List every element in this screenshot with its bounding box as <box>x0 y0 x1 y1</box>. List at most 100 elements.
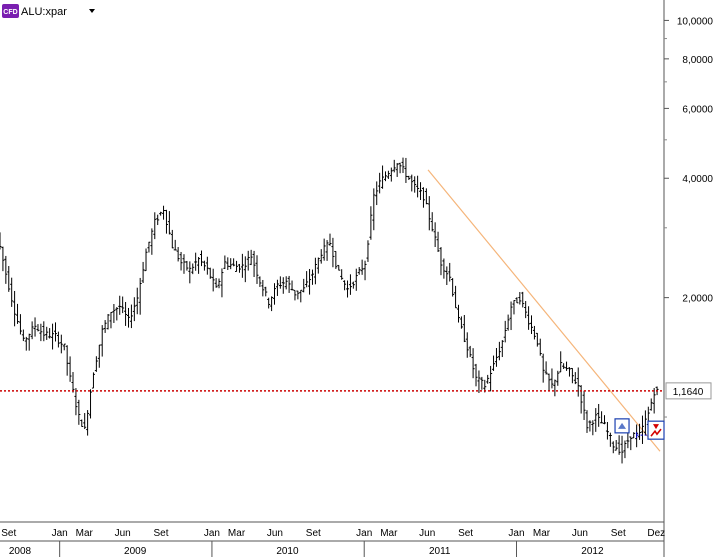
ohlc-bar <box>118 295 122 315</box>
ohlc-bar <box>398 162 402 174</box>
ohlc-bar <box>86 410 90 436</box>
ohlc-bar <box>124 301 128 326</box>
ohlc-bar <box>372 188 376 231</box>
ohlc-bar <box>530 315 534 334</box>
y-tick-label: 2,0000 <box>682 294 713 305</box>
month-tick-label: Jan <box>204 528 220 539</box>
ohlc-bar <box>89 389 93 419</box>
ohlc-bar <box>389 167 393 182</box>
ohlc-bar <box>649 398 653 411</box>
ohlc-bar <box>13 290 17 327</box>
ohlc-bar <box>132 297 136 322</box>
ohlc-bar <box>357 267 361 275</box>
ohlc-bar <box>305 271 309 288</box>
ohlc-bar <box>112 303 116 323</box>
ohlc-bar <box>278 276 282 289</box>
ohlc-bar <box>535 332 539 347</box>
ohlc-bar <box>638 423 642 440</box>
ohlc-bar <box>369 206 373 240</box>
ohlc-bar <box>194 252 198 271</box>
caret-down-icon[interactable] <box>89 9 95 13</box>
ohlc-bar <box>386 170 390 179</box>
ohlc-bar <box>65 345 69 376</box>
year-tick-label: 2008 <box>9 546 32 557</box>
ohlc-bar <box>363 260 367 281</box>
ohlc-bar <box>451 278 455 297</box>
month-tick-label: Set <box>458 528 473 539</box>
trendline[interactable] <box>427 169 661 452</box>
ohlc-bar <box>33 317 37 337</box>
ohlc-bar <box>594 408 598 432</box>
ohlc-bar <box>503 320 507 343</box>
ohlc-bar <box>240 253 244 278</box>
ohlc-bar <box>643 410 647 435</box>
ohlc-bar <box>421 187 425 208</box>
ohlc-bar <box>322 238 326 261</box>
ohlc-bar <box>436 231 440 252</box>
ohlc-bar <box>159 211 163 216</box>
ohlc-bar <box>623 440 627 459</box>
ohlc-bar <box>334 250 338 269</box>
month-tick-label: Mar <box>533 528 551 539</box>
ohlc-bar <box>270 296 274 312</box>
ohlc-bar <box>121 296 125 314</box>
ohlc-bar <box>337 264 341 271</box>
plot-background <box>0 0 664 522</box>
ohlc-bar <box>18 314 22 335</box>
ohlc-bar <box>652 387 656 414</box>
ohlc-bar <box>126 307 130 328</box>
ohlc-bar <box>474 363 478 387</box>
ohlc-bar <box>471 348 475 379</box>
ohlc-bar <box>544 361 548 375</box>
alert-marker-icon[interactable] <box>614 418 630 434</box>
year-tick-label: 2011 <box>429 546 451 557</box>
ohlc-bar <box>299 289 303 303</box>
ohlc-bar <box>597 403 601 427</box>
ohlc-bar <box>454 285 458 309</box>
ohlc-bar <box>223 255 227 269</box>
ohlc-bar <box>591 420 595 436</box>
month-tick-label: Mar <box>380 528 398 539</box>
ohlc-bar <box>255 255 259 284</box>
ohlc-bar <box>576 367 580 397</box>
symbol-selector[interactable]: CFD ALU:xpar <box>2 4 95 18</box>
ohlc-bar <box>310 269 314 285</box>
ohlc-bar <box>518 292 522 305</box>
ohlc-bar <box>30 321 34 340</box>
ohlc-bar <box>45 326 49 340</box>
ohlc-bar <box>4 255 8 284</box>
current-price-label: 1,1640 <box>673 387 704 398</box>
ohlc-bar <box>211 268 215 292</box>
ohlc-bar <box>325 240 329 261</box>
ohlc-bar <box>53 322 57 342</box>
ohlc-bar <box>416 175 420 198</box>
ohlc-bar <box>167 211 171 235</box>
ohlc-bar <box>494 347 498 367</box>
ohlc-bar <box>486 374 490 384</box>
ohlc-bar <box>80 419 84 427</box>
ohlc-bar <box>48 328 52 339</box>
cfd-badge-text: CFD <box>3 9 17 16</box>
ohlc-bar <box>232 258 236 267</box>
year-tick-label: 2012 <box>581 546 604 557</box>
year-tick-label: 2010 <box>276 546 299 557</box>
month-tick-label: Jan <box>52 528 68 539</box>
ohlc-bar <box>562 363 566 370</box>
ohlc-bar <box>433 222 437 248</box>
ohlc-bar <box>565 361 569 371</box>
ohlc-bar <box>480 376 484 390</box>
ohlc-bar <box>217 278 221 289</box>
ohlc-bar <box>395 163 399 177</box>
ohlc-bar <box>109 311 113 329</box>
ohlc-bar <box>459 316 463 329</box>
ohlc-bar <box>197 257 201 274</box>
ohlc-bar <box>448 262 452 282</box>
ohlc-bar <box>383 171 387 182</box>
ohlc-bar <box>401 157 405 173</box>
y-tick-label: 4,0000 <box>682 174 713 185</box>
trendline-layer <box>427 169 661 452</box>
order-arrow-icon[interactable] <box>647 420 665 440</box>
ohlc-bar <box>343 280 347 291</box>
ohlc-bar <box>506 314 510 331</box>
